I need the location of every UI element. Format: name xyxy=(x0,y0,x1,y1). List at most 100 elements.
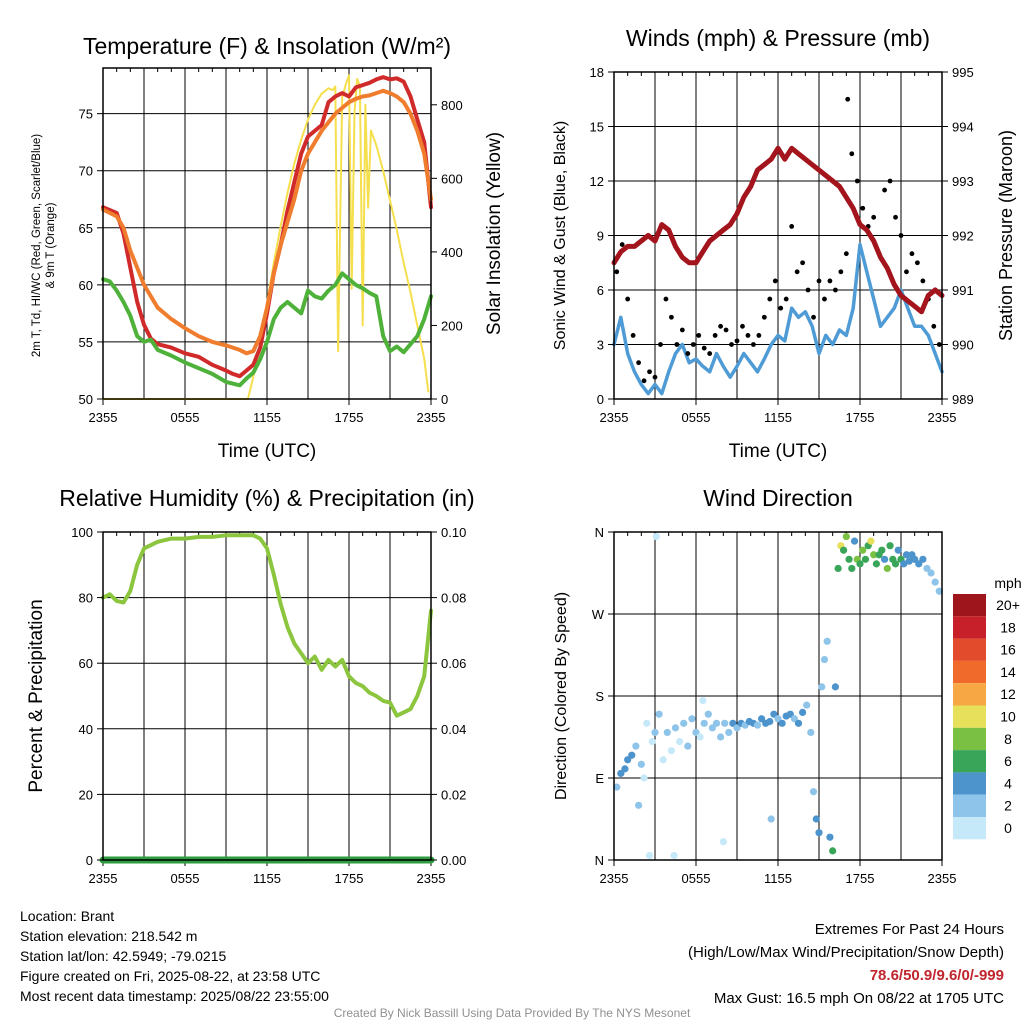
direction-point xyxy=(820,655,829,664)
station-latlon: Station lat/lon: 42.5949; -79.0215 xyxy=(20,948,227,964)
direction-point xyxy=(848,564,856,573)
direction-point xyxy=(881,555,889,563)
direction-point xyxy=(870,551,878,559)
direction-point xyxy=(643,719,651,727)
y-tick-label: 70 xyxy=(79,164,93,179)
y-tick-label: 15 xyxy=(590,120,604,135)
y-right-axis-title: Station Pressure (Maroon) xyxy=(996,130,1016,341)
direction-point xyxy=(886,542,894,550)
direction-point xyxy=(842,532,850,541)
gust-point xyxy=(729,342,734,347)
gust-point xyxy=(745,333,751,338)
y-tick-label: E xyxy=(595,771,604,786)
direction-point xyxy=(834,564,842,573)
gust-point xyxy=(663,296,669,302)
gust-point xyxy=(696,333,702,338)
direction-point xyxy=(812,815,820,823)
station-info: Location: Brant Station elevation: 218.5… xyxy=(20,906,329,1006)
y-tick-label: 100 xyxy=(71,525,93,540)
direction-point xyxy=(818,683,826,691)
y-axis-title: Direction (Colored By Speed) xyxy=(553,592,570,800)
x-tick-label: 2355 xyxy=(600,871,629,886)
chart-panel-1: 2355 0555 1155 1755 2355 Temperature (F) & In… xyxy=(31,33,505,462)
direction-point xyxy=(645,851,654,860)
gust-point xyxy=(740,323,745,329)
y-right-tick-label: 0.08 xyxy=(441,591,466,606)
y-tick-label: 3 xyxy=(597,338,604,353)
extremes-box: Extremes For Past 24 Hours (High/Low/Max… xyxy=(688,918,1004,1010)
gust-point xyxy=(718,323,723,329)
y-tick-label: 0 xyxy=(597,392,604,407)
direction-point xyxy=(717,733,725,741)
direction-point xyxy=(778,719,786,727)
x-tick-label: 0555 xyxy=(682,871,711,886)
colorbar-title: mph xyxy=(994,575,1021,591)
direction-point xyxy=(891,560,900,568)
y-tick-label: N xyxy=(595,853,604,868)
series-rh-line xyxy=(101,533,433,718)
y-right-axis-title: Solar Insolation (Yellow) xyxy=(484,132,505,335)
extremes-title: Extremes For Past 24 Hours xyxy=(814,921,1004,938)
series-pressure-line xyxy=(611,145,945,315)
gust-point xyxy=(707,351,713,356)
colorbar-label: 14 xyxy=(1000,664,1016,680)
gust-point xyxy=(882,187,887,193)
y-tick-label: 80 xyxy=(79,591,93,606)
direction-point xyxy=(725,728,733,737)
gust-point xyxy=(931,323,937,329)
direction-point xyxy=(663,728,671,737)
direction-point xyxy=(753,721,762,729)
y-right-tick-label: 0.02 xyxy=(441,787,466,802)
direction-point xyxy=(794,719,803,727)
direction-point xyxy=(635,801,643,809)
y-right-tick-label: 0.06 xyxy=(441,656,466,671)
y-tick-label: 12 xyxy=(590,174,604,189)
direction-point xyxy=(883,564,891,573)
y-right-tick-label: 990 xyxy=(952,338,974,353)
gust-point xyxy=(854,178,860,184)
direction-point xyxy=(648,737,656,746)
gust-point xyxy=(723,327,729,333)
y-right-tick-label: 600 xyxy=(441,171,463,186)
direction-point xyxy=(632,742,640,750)
gust-point xyxy=(789,224,795,229)
colorbar-label: 18 xyxy=(1000,619,1016,635)
gust-point xyxy=(690,342,696,347)
station-elevation: Station elevation: 218.542 m xyxy=(20,928,198,944)
gust-point xyxy=(734,338,740,344)
y-right-tick-label: 0.00 xyxy=(441,853,466,868)
colorbar-swatch xyxy=(953,683,986,706)
series-insolation-line xyxy=(102,74,430,400)
extremes-values: 78.6/50.9/9.6/0/-999 xyxy=(869,967,1004,984)
gust-point xyxy=(845,96,851,102)
colorbar-swatch xyxy=(953,794,986,817)
direction-point xyxy=(845,555,853,563)
y-tick-label: 40 xyxy=(79,722,93,737)
direction-point xyxy=(900,560,908,568)
direction-point xyxy=(721,719,729,727)
gust-point xyxy=(756,333,762,338)
y-tick-label: 75 xyxy=(79,107,93,122)
gust-point xyxy=(860,205,866,211)
x-tick-label: 2355 xyxy=(417,871,446,886)
direction-point xyxy=(859,546,867,554)
direction-point xyxy=(651,728,659,737)
colorbar-label: 6 xyxy=(1004,753,1012,769)
colorbar-swatch xyxy=(953,638,986,661)
colorbar-swatch xyxy=(953,705,986,728)
direction-point xyxy=(931,578,939,586)
direction-point xyxy=(927,569,935,577)
gust-point xyxy=(849,151,855,157)
direction-point xyxy=(637,760,645,768)
x-tick-label: 2355 xyxy=(417,410,446,425)
y-tick-label: 0 xyxy=(86,853,93,868)
gust-point xyxy=(647,369,652,375)
y-right-tick-label: 995 xyxy=(952,65,974,80)
direction-point xyxy=(809,788,818,796)
direction-point xyxy=(671,724,680,732)
gust-point xyxy=(822,296,827,302)
direction-point xyxy=(829,847,837,855)
max-gust: Max Gust: 16.5 mph On 08/22 at 1705 UTC xyxy=(713,990,1004,1007)
y-axis-title: Percent & Precipitation xyxy=(26,599,47,792)
direction-point xyxy=(688,715,696,723)
